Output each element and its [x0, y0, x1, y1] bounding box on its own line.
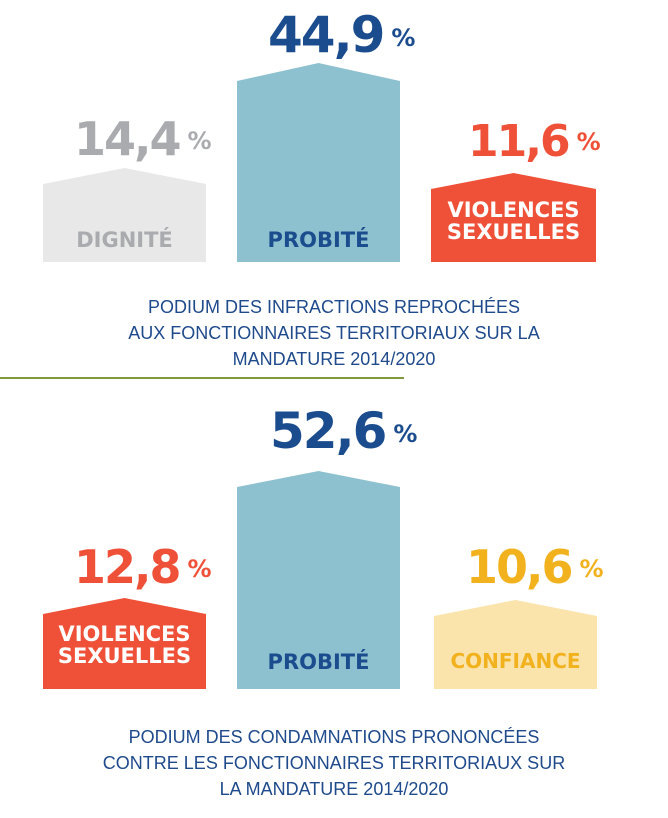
- dignite-value: 14,4%: [74, 112, 212, 166]
- violences-value: 11,6%: [468, 116, 601, 167]
- caption-line: LA MANDATURE 2014/2020: [219, 779, 449, 799]
- probite-bar-shape: [237, 471, 400, 689]
- probite-bar: PROBITÉ: [237, 471, 400, 689]
- violences-value-number: 11,6: [468, 116, 571, 167]
- podium-infractions-caption: PODIUM DES INFRACTIONS REPROCHÉES AUX FO…: [0, 294, 668, 372]
- violences-bar-shape: [43, 598, 206, 689]
- violences-label-line-2: SEXUELLES: [446, 220, 581, 245]
- probite-label: PROBITÉ: [237, 229, 400, 251]
- violences-bar-shape: [431, 173, 596, 262]
- dignite-label-line: DIGNITÉ: [76, 228, 173, 252]
- violences-bar: VIOLENCES SEXUELLES: [431, 173, 596, 262]
- violences-label-line-1: VIOLENCES: [58, 622, 191, 646]
- probite-label-line: PROBITÉ: [267, 228, 370, 252]
- violences-label-line-1: VIOLENCES: [447, 198, 580, 222]
- probite-value-unit: %: [393, 420, 418, 448]
- confiance-bar: CONFIANCE: [434, 600, 597, 689]
- probite-value-number: 52,6: [270, 402, 387, 460]
- confiance-value-number: 10,6: [466, 540, 573, 594]
- podium-condamnations-caption: PODIUM DES CONDAMNATIONS PRONONCÉES CONT…: [0, 724, 668, 802]
- dignite-bar: DIGNITÉ: [43, 168, 206, 262]
- probite-bar: PROBITÉ: [237, 63, 400, 262]
- probite-value-number: 44,9: [268, 6, 385, 64]
- dignite-bar-shape: [43, 168, 206, 262]
- caption-line: AUX FONCTIONNAIRES TERRITORIAUX SUR LA: [128, 323, 540, 343]
- caption-line: PODIUM DES INFRACTIONS REPROCHÉES: [147, 297, 521, 317]
- caption-line: CONTRE LES FONCTIONNAIRES TERRITORIAUX S…: [102, 753, 566, 773]
- caption-line: PODIUM DES CONDAMNATIONS PRONONCÉES: [128, 727, 540, 747]
- section-divider: [0, 377, 404, 379]
- confiance-label-line: CONFIANCE: [450, 649, 581, 673]
- probite-value-unit: %: [391, 24, 416, 52]
- confiance-value-unit: %: [579, 555, 604, 583]
- violences-label-line-2: SEXUELLES: [57, 644, 192, 669]
- confiance-label: CONFIANCE: [434, 651, 597, 672]
- violences-value-number: 12,8: [74, 540, 181, 594]
- caption-line: MANDATURE 2014/2020: [232, 349, 436, 369]
- violences-label: VIOLENCES SEXUELLES: [43, 623, 206, 667]
- violences-label: VIOLENCES SEXUELLES: [431, 199, 596, 243]
- violences-value-unit: %: [576, 128, 601, 156]
- violences-value-unit: %: [187, 555, 212, 583]
- violences-bar: VIOLENCES SEXUELLES: [43, 598, 206, 689]
- confiance-value: 10,6%: [466, 540, 604, 594]
- confiance-bar-shape: [434, 600, 597, 689]
- probite-bar-shape: [237, 63, 400, 262]
- dignite-value-number: 14,4: [74, 112, 181, 166]
- dignite-label: DIGNITÉ: [43, 229, 206, 251]
- dignite-value-unit: %: [187, 127, 212, 155]
- probite-value: 52,6%: [270, 402, 417, 460]
- violences-value: 12,8%: [74, 540, 212, 594]
- probite-value: 44,9%: [268, 6, 415, 64]
- probite-label: PROBITÉ: [237, 651, 400, 673]
- probite-label-line: PROBITÉ: [267, 650, 370, 674]
